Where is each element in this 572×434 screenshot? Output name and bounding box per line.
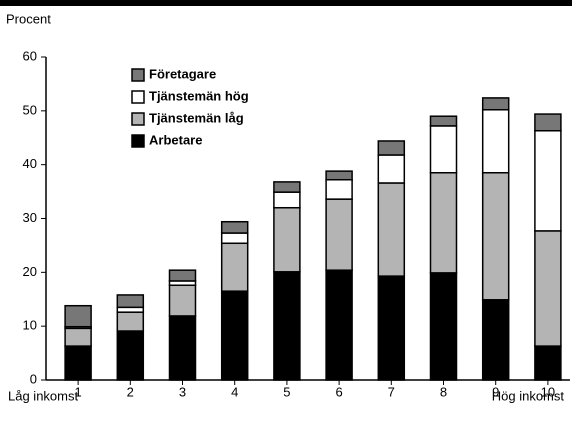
y-tick-label: 40: [23, 156, 37, 171]
annotation: Låg inkomst: [8, 388, 78, 403]
bar-segment: [168, 269, 197, 282]
x-tick-label: 2: [127, 384, 134, 399]
y-tick-label: 60: [23, 48, 37, 63]
bar-segment: [220, 242, 249, 292]
x-tick-label: 5: [283, 384, 290, 399]
bar-segment: [429, 272, 458, 381]
legend-label: Företagare: [149, 66, 216, 81]
bar-segment: [220, 290, 249, 381]
x-tick-label: 6: [335, 384, 342, 399]
bar-segment: [377, 182, 406, 277]
y-tick-label: 50: [23, 102, 37, 117]
bar-segment: [325, 178, 353, 200]
header-band: [0, 0, 572, 6]
bar-segment: [377, 140, 406, 156]
legend-label: Tjänstemän låg: [149, 110, 244, 125]
bar-segment: [481, 109, 510, 174]
bar-segment: [481, 97, 510, 111]
bar-segment: [325, 269, 353, 381]
y-tick-label: 20: [23, 264, 37, 279]
legend-swatch: [131, 134, 145, 148]
y-tick-label: 10: [23, 318, 37, 333]
legend-swatch: [131, 68, 145, 82]
x-tick-label: 4: [231, 384, 238, 399]
annotation: Hög inkomst: [492, 388, 565, 403]
bar-segment: [377, 275, 406, 381]
bar-segment: [534, 230, 562, 347]
bar-segment: [64, 345, 92, 381]
y-tick-label: 30: [23, 210, 37, 225]
bar-segment: [273, 206, 301, 273]
bar-segment: [116, 311, 145, 332]
legend-swatch: [131, 112, 145, 126]
bar-segment: [481, 299, 510, 381]
legend-swatch: [131, 90, 145, 104]
bar-segment: [116, 294, 145, 309]
bar-segment: [325, 198, 353, 271]
bar-segment: [534, 113, 562, 132]
y-tick-label: 0: [30, 371, 37, 386]
legend-label: Arbetare: [149, 132, 202, 147]
x-tick-label: 8: [440, 384, 447, 399]
bar-segment: [64, 327, 92, 347]
bar-segment: [429, 171, 458, 274]
legend-label: Tjänstemän hög: [149, 88, 249, 103]
bar-segment: [273, 181, 301, 193]
bar-segment: [273, 191, 301, 209]
x-tick-label: 9: [492, 384, 499, 399]
bar-segment: [429, 115, 458, 127]
x-tick-label: 1: [74, 384, 81, 399]
x-tick-label: 3: [179, 384, 186, 399]
bar-segment: [168, 284, 197, 317]
bar-segment: [220, 232, 249, 245]
bar-segment: [64, 304, 92, 328]
y-axis-label: Procent: [6, 11, 51, 26]
bar-segment: [220, 220, 249, 234]
bar-segment: [377, 154, 406, 184]
bar-segment: [168, 315, 197, 381]
bar-segment: [534, 130, 562, 232]
x-tick-label: 7: [388, 384, 395, 399]
bar-segment: [273, 271, 301, 381]
bar-segment: [534, 345, 562, 381]
bar-segment: [429, 125, 458, 174]
x-tick-label: 10: [541, 384, 555, 399]
bar-segment: [325, 170, 353, 181]
bar-segment: [481, 171, 510, 301]
bar-segment: [116, 330, 145, 381]
